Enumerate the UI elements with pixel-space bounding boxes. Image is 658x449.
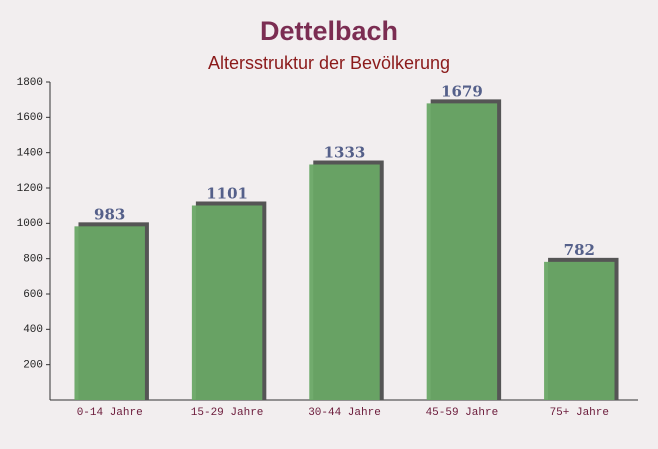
y-tick-label: 1800: [17, 77, 43, 89]
value-label: 782: [564, 241, 595, 259]
y-tick-label: 1200: [17, 183, 43, 195]
x-tick-label: 45-59 Jahre: [426, 407, 499, 419]
bar: [426, 103, 498, 401]
bar: [309, 164, 380, 400]
bar: [544, 261, 615, 400]
y-tick-label: 400: [23, 324, 43, 336]
y-tick-label: 600: [23, 289, 43, 301]
y-tick-label: 1400: [17, 148, 43, 160]
x-tick-label: 30-44 Jahre: [308, 407, 381, 419]
value-label: 983: [94, 205, 125, 223]
value-label: 1101: [206, 184, 248, 202]
x-tick-label: 0-14 Jahre: [77, 407, 143, 419]
y-tick-label: 200: [23, 360, 43, 372]
value-label: 1333: [324, 144, 366, 162]
y-tick-label: 800: [23, 254, 43, 266]
chart-subtitle: Altersstruktur der Bevölkerung: [208, 53, 450, 73]
y-tick-label: 1600: [17, 112, 43, 124]
value-label: 1679: [441, 82, 483, 100]
x-tick-label: 15-29 Jahre: [191, 407, 264, 419]
x-tick-label: 75+ Jahre: [550, 407, 609, 419]
bar: [191, 205, 263, 400]
bar: [74, 226, 145, 400]
y-tick-label: 1000: [17, 218, 43, 230]
chart-title: Dettelbach: [260, 16, 398, 46]
